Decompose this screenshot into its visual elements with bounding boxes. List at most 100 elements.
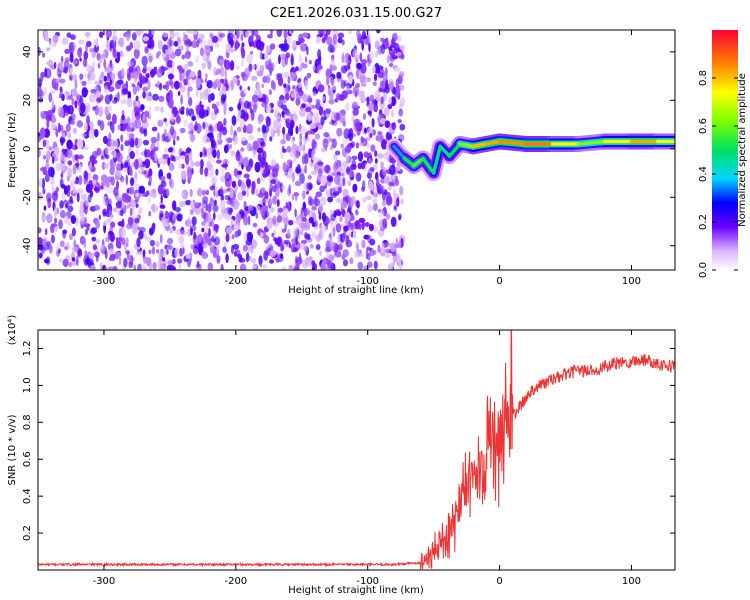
noise-blob bbox=[116, 251, 122, 258]
noise-blob bbox=[62, 258, 69, 268]
noise-blob bbox=[360, 161, 366, 170]
noise-blob bbox=[398, 213, 402, 220]
noise-blob bbox=[375, 68, 381, 74]
noise-blob bbox=[320, 174, 327, 186]
noise-blob bbox=[78, 39, 85, 45]
noise-blob bbox=[343, 225, 349, 232]
noise-blob bbox=[271, 232, 275, 238]
noise-blob bbox=[107, 217, 112, 223]
noise-blob bbox=[100, 94, 104, 101]
noise-blob bbox=[295, 125, 299, 135]
noise-blob bbox=[162, 257, 166, 262]
noise-blob bbox=[290, 92, 298, 98]
spectrogram-x-label: Height of straight line (km) bbox=[288, 285, 424, 296]
noise-blob bbox=[369, 94, 375, 103]
noise-blob bbox=[311, 138, 317, 150]
noise-blob bbox=[348, 227, 352, 237]
noise-blob bbox=[319, 250, 322, 256]
noise-blob bbox=[58, 105, 61, 114]
noise-blob bbox=[121, 192, 128, 202]
noise-blob bbox=[230, 150, 235, 157]
noise-blob bbox=[331, 119, 335, 124]
noise-blob bbox=[335, 198, 342, 203]
noise-blob bbox=[42, 155, 47, 160]
noise-blob bbox=[349, 257, 354, 265]
noise-blob bbox=[345, 103, 350, 111]
noise-blob bbox=[247, 204, 254, 212]
noise-blob bbox=[315, 36, 322, 44]
noise-blob bbox=[121, 114, 125, 121]
noise-blob bbox=[329, 91, 334, 102]
noise-blob bbox=[46, 213, 53, 224]
noise-blob bbox=[326, 218, 331, 223]
noise-blob bbox=[311, 260, 315, 266]
noise-blob bbox=[213, 230, 217, 239]
noise-blob bbox=[371, 118, 375, 128]
noise-blob bbox=[337, 233, 341, 245]
noise-blob bbox=[336, 127, 343, 137]
noise-blob bbox=[118, 199, 123, 208]
noise-blob bbox=[45, 228, 48, 236]
noise-blob bbox=[176, 213, 183, 222]
noise-blob bbox=[352, 230, 357, 239]
noise-blob bbox=[323, 110, 326, 117]
noise-blob bbox=[280, 245, 284, 252]
noise-blob bbox=[207, 132, 214, 138]
noise-blob bbox=[50, 175, 55, 186]
noise-blob bbox=[323, 132, 330, 138]
noise-blob bbox=[225, 137, 229, 143]
noise-blob bbox=[177, 90, 181, 97]
noise-blob bbox=[258, 255, 263, 266]
noise-blob bbox=[385, 213, 391, 220]
noise-blob bbox=[50, 223, 55, 234]
noise-blob bbox=[284, 92, 290, 101]
noise-blob bbox=[211, 103, 217, 109]
noise-blob bbox=[236, 79, 241, 87]
noise-blob bbox=[387, 104, 393, 110]
noise-blob bbox=[147, 197, 152, 205]
noise-blob bbox=[95, 37, 99, 48]
noise-blob bbox=[94, 80, 100, 85]
noise-blob bbox=[207, 47, 211, 54]
noise-blob bbox=[237, 191, 244, 201]
noise-blob bbox=[98, 214, 102, 221]
y-tick-label: 0.4 bbox=[22, 488, 33, 504]
noise-blob bbox=[53, 226, 59, 232]
noise-blob bbox=[292, 85, 296, 90]
noise-blob bbox=[114, 138, 119, 150]
noise-blob bbox=[107, 176, 113, 183]
noise-blob bbox=[277, 123, 282, 129]
noise-blob bbox=[185, 219, 192, 228]
noise-blob bbox=[366, 261, 373, 269]
noise-blob bbox=[270, 207, 275, 213]
noise-blob bbox=[94, 129, 99, 138]
noise-blob bbox=[298, 82, 303, 88]
noise-blob bbox=[168, 47, 174, 56]
noise-blob bbox=[71, 97, 75, 106]
noise-blob bbox=[239, 263, 247, 270]
noise-blob bbox=[367, 203, 372, 213]
noise-blob bbox=[359, 75, 367, 84]
noise-blob bbox=[382, 218, 388, 229]
noise-blob bbox=[85, 200, 89, 206]
noise-blob bbox=[392, 32, 398, 42]
noise-blob bbox=[178, 162, 183, 169]
noise-blob bbox=[289, 161, 293, 169]
noise-blob bbox=[83, 122, 89, 132]
noise-blob bbox=[384, 242, 391, 248]
noise-blob bbox=[169, 125, 175, 136]
noise-blob bbox=[157, 119, 164, 127]
noise-blob bbox=[58, 258, 64, 263]
noise-blob bbox=[243, 173, 250, 179]
noise-blob bbox=[135, 203, 139, 208]
noise-blob bbox=[157, 80, 160, 86]
noise-blob bbox=[153, 146, 159, 152]
noise-blob bbox=[195, 87, 199, 98]
tone-track-segment bbox=[392, 144, 407, 161]
noise-blob bbox=[399, 96, 406, 107]
noise-blob bbox=[270, 179, 277, 185]
noise-blob bbox=[166, 237, 174, 245]
noise-blob bbox=[289, 71, 295, 81]
noise-blob bbox=[257, 84, 261, 90]
